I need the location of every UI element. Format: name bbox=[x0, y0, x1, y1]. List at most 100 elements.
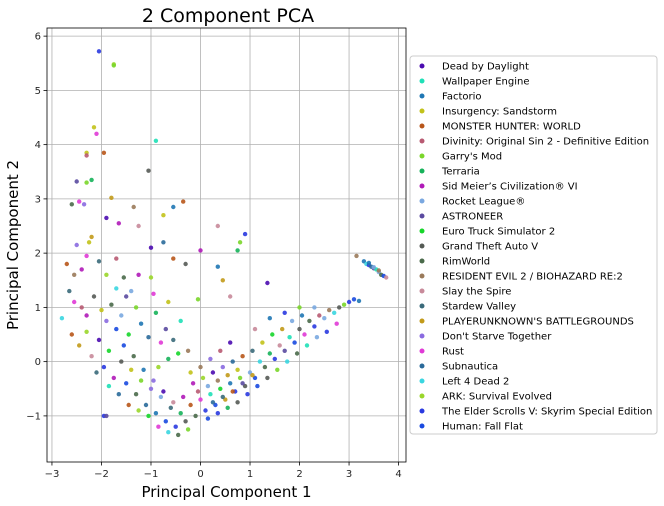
scatter-point bbox=[225, 405, 230, 410]
legend-entry-label: The Elder Scrolls V: Skyrim Special Edit… bbox=[441, 407, 652, 418]
y-tick-label: 5 bbox=[35, 86, 41, 97]
legend-entry-label: Insurgency: Sandstorm bbox=[442, 107, 557, 118]
scatter-point bbox=[72, 272, 77, 277]
scatter-point bbox=[220, 364, 225, 370]
scatter-point bbox=[205, 383, 211, 389]
scatter-point bbox=[225, 373, 230, 378]
scatter-point bbox=[143, 402, 149, 408]
scatter-point bbox=[156, 424, 161, 429]
scatter-point bbox=[183, 261, 188, 267]
scatter-point bbox=[119, 359, 124, 364]
scatter-point bbox=[109, 302, 114, 307]
scatter-point bbox=[153, 411, 159, 416]
legend-marker bbox=[419, 138, 425, 144]
legend-marker bbox=[419, 228, 425, 234]
chart-title: 2 Component PCA bbox=[142, 5, 314, 27]
scatter-point bbox=[237, 375, 243, 381]
legend-marker bbox=[419, 198, 425, 204]
x-tick-label: 0 bbox=[197, 469, 203, 480]
scatter-point bbox=[245, 392, 250, 397]
scatter-point bbox=[101, 364, 107, 370]
legend-marker bbox=[419, 393, 425, 399]
scatter-point bbox=[215, 378, 220, 383]
scatter-point bbox=[277, 343, 282, 348]
scatter-point bbox=[146, 413, 151, 419]
y-axis-label: Principal Component 2 bbox=[4, 160, 22, 330]
scatter-point bbox=[59, 316, 65, 321]
scatter-point bbox=[94, 131, 99, 136]
legend-entry-label: PLAYERUNKNOWN'S BATTLEGROUNDS bbox=[442, 317, 634, 328]
scatter-point bbox=[203, 408, 208, 413]
scatter-point bbox=[153, 138, 159, 143]
legend-entry-label: Slay the Spire bbox=[442, 287, 511, 298]
scatter-point bbox=[282, 310, 287, 315]
scatter-point bbox=[67, 288, 72, 294]
scatter-point bbox=[119, 313, 124, 318]
scatter-point bbox=[267, 316, 272, 321]
scatter-point bbox=[111, 375, 117, 381]
scatter-point bbox=[228, 294, 233, 299]
legend-marker bbox=[419, 78, 425, 84]
scatter-point bbox=[163, 419, 168, 424]
legend-marker bbox=[419, 288, 425, 294]
scatter-point bbox=[242, 231, 248, 237]
scatter-point bbox=[270, 332, 275, 337]
scatter-point bbox=[275, 367, 280, 372]
scatter-point bbox=[287, 335, 292, 340]
scatter-point bbox=[297, 305, 302, 310]
scatter-point bbox=[230, 389, 235, 394]
scatter-point bbox=[195, 389, 201, 394]
scatter-point bbox=[183, 419, 188, 424]
scatter-point bbox=[215, 264, 220, 269]
legend-marker bbox=[419, 408, 425, 414]
x-tick-label: 2 bbox=[296, 469, 302, 480]
scatter-point bbox=[230, 359, 235, 364]
legend: Dead by Daylight Wallpaper Engine Factorio… bbox=[409, 55, 658, 435]
scatter-point bbox=[138, 321, 144, 326]
scatter-point bbox=[89, 354, 94, 359]
scatter-point bbox=[304, 343, 310, 348]
scatter-point bbox=[302, 332, 307, 337]
scatter-point bbox=[114, 256, 119, 261]
scatter-point bbox=[161, 240, 166, 245]
scatter-point bbox=[72, 299, 77, 305]
scatter-point bbox=[188, 370, 193, 375]
scatter-point bbox=[312, 305, 317, 310]
scatter-point bbox=[111, 63, 117, 68]
legend-marker bbox=[419, 363, 425, 369]
scatter-point bbox=[188, 402, 193, 408]
legend-marker bbox=[419, 153, 425, 159]
scatter-point bbox=[195, 297, 201, 302]
scatter-point bbox=[171, 400, 176, 405]
legend-marker bbox=[419, 108, 425, 114]
scatter-point bbox=[354, 253, 359, 259]
scatter-point bbox=[109, 195, 114, 200]
scatter-point bbox=[96, 49, 102, 54]
scatter-point bbox=[314, 335, 320, 340]
legend-entry-label: ARK: Survival Evolved bbox=[442, 392, 552, 403]
scatter-point bbox=[96, 337, 102, 343]
legend-marker bbox=[419, 213, 425, 219]
scatter-point bbox=[89, 234, 94, 240]
scatter-point bbox=[166, 299, 171, 305]
scatter-point bbox=[220, 278, 225, 283]
scatter-point bbox=[292, 340, 297, 345]
scatter-point bbox=[84, 313, 89, 318]
legend-marker bbox=[419, 423, 425, 429]
legend-entry-label: RimWorld bbox=[442, 257, 490, 268]
legend-marker bbox=[419, 63, 425, 69]
x-tick-label: −1 bbox=[144, 469, 159, 480]
scatter-point bbox=[89, 177, 94, 183]
scatter-point bbox=[84, 180, 89, 185]
scatter-point bbox=[131, 354, 136, 359]
scatter-point bbox=[106, 348, 112, 353]
scatter-point bbox=[136, 408, 141, 413]
scatter-point bbox=[106, 383, 112, 389]
legend-entry-label: Terraria bbox=[441, 167, 480, 178]
scatter-point bbox=[158, 394, 164, 400]
legend-marker bbox=[419, 273, 425, 279]
scatter-point bbox=[136, 272, 141, 277]
scatter-point bbox=[133, 305, 139, 310]
scatter-point bbox=[168, 405, 173, 410]
scatter-point bbox=[148, 386, 154, 391]
